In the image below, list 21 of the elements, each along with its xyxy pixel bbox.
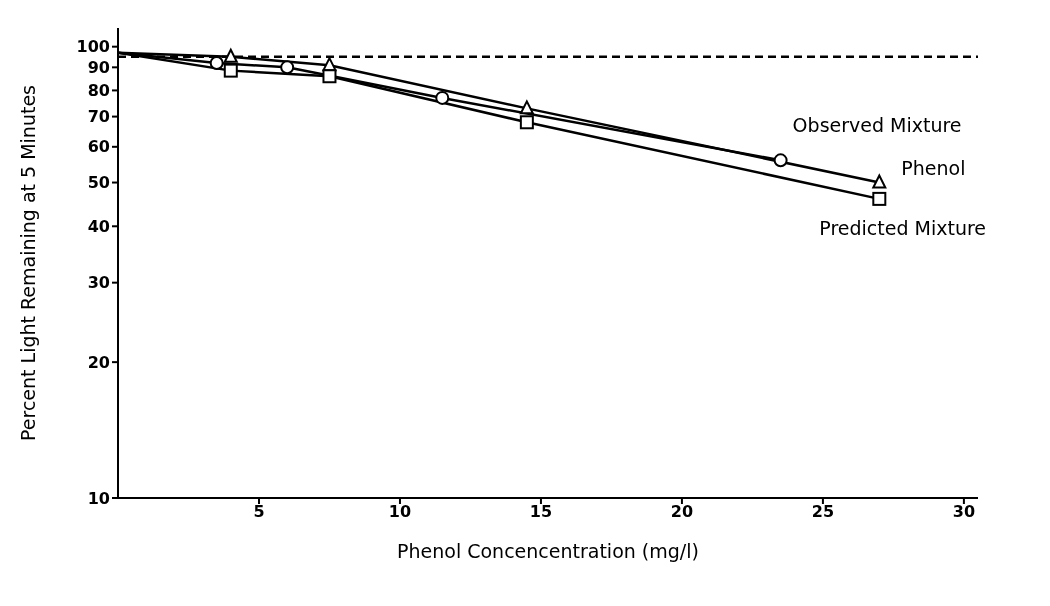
x-tick-label: 30 [952,502,976,522]
x-tick-label: 20 [670,502,694,522]
y-tick-label: 80 [87,81,110,101]
y-tick-label: 10 [87,488,110,508]
y-tick-label: 40 [87,216,110,236]
y-tick-label: 50 [87,173,110,193]
x-axis-title: Phenol Concencentration (mg/l) [397,540,699,562]
y-tick-label: 70 [87,107,110,127]
y-tick-label: 100 [76,37,110,57]
series-label: Phenol [901,156,966,179]
y-axis-title: Percent Light Remaining at 5 Minutes [16,85,39,441]
series-label: Predicted Mixture [819,216,987,239]
x-tick-label: 5 [253,502,265,522]
series-label: Observed Mixture [792,114,962,137]
y-tick-label: 90 [87,58,110,78]
x-tick-label: 15 [529,502,553,522]
y-tick-label: 20 [87,352,110,372]
y-tick-label: 30 [87,273,110,293]
x-tick-label: 10 [388,502,412,522]
x-tick-label: 25 [811,502,835,522]
y-tick-label: 60 [87,137,110,157]
